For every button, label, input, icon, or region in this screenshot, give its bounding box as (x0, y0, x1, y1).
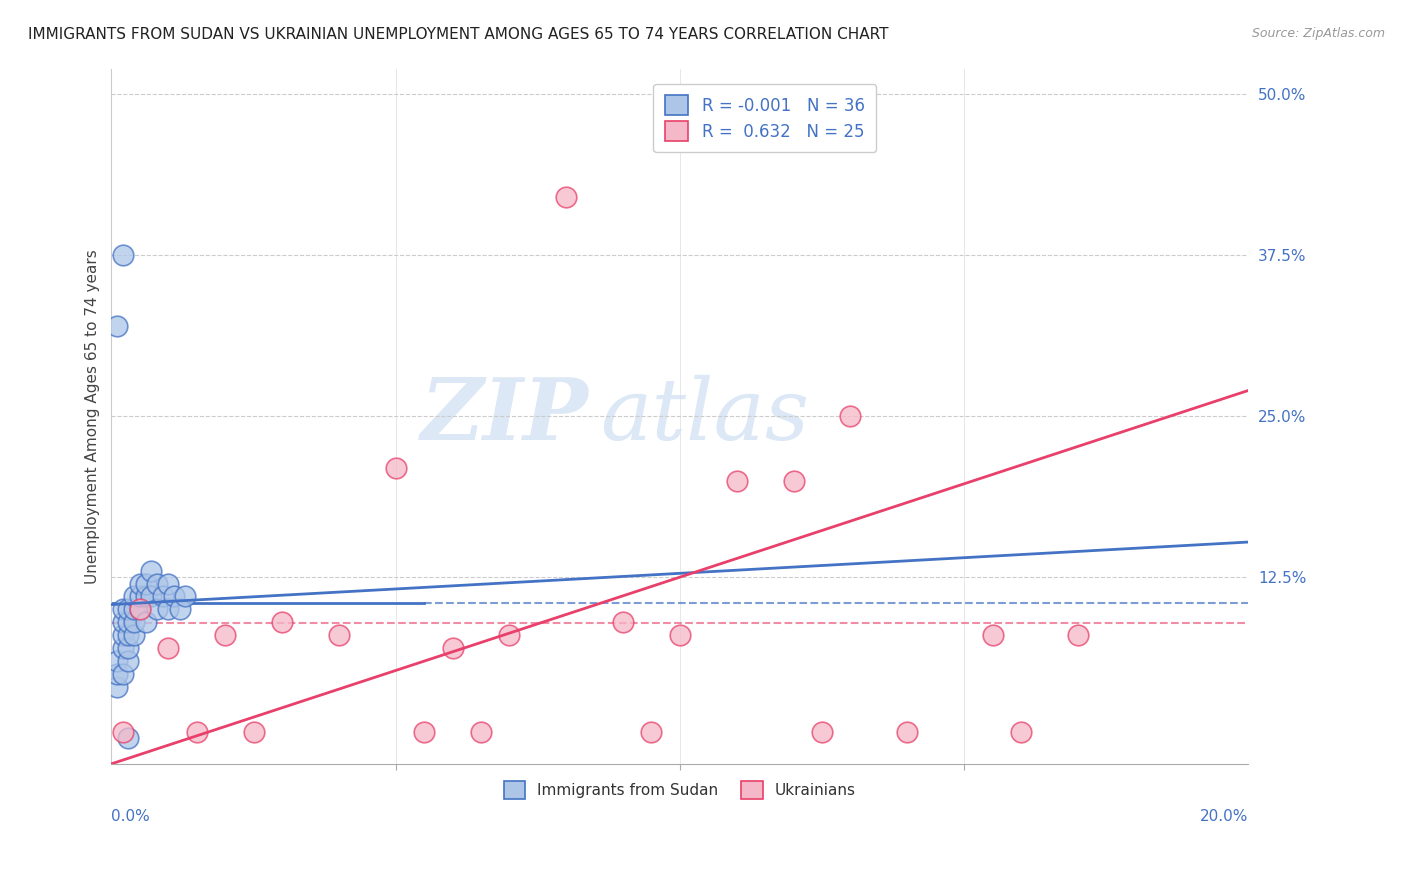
Point (839, 409, 862, 424)
Point (111, 602, 134, 616)
Point (111, 248, 134, 262)
Point (141, 590, 163, 604)
Point (384, 460, 406, 475)
Point (896, 724, 918, 739)
Point (782, 474, 804, 488)
Point (111, 666, 134, 681)
Point (135, 615, 157, 630)
Point (117, 602, 139, 616)
Point (128, 602, 150, 616)
Point (981, 628, 1004, 642)
Point (555, 190, 578, 204)
Point (186, 724, 208, 739)
Point (441, 640, 464, 655)
Point (811, 724, 834, 739)
Point (117, 615, 139, 630)
Text: 0.0%: 0.0% (111, 809, 150, 824)
Point (413, 724, 436, 739)
Point (128, 576, 150, 591)
Point (242, 724, 264, 739)
Point (1067, 628, 1090, 642)
Point (105, 666, 128, 681)
Point (152, 590, 174, 604)
Point (1010, 724, 1032, 739)
Point (157, 640, 180, 655)
Point (669, 628, 692, 642)
Point (111, 724, 134, 739)
Point (470, 724, 492, 739)
Point (612, 615, 634, 630)
Point (498, 628, 520, 642)
Point (117, 654, 139, 668)
Point (169, 602, 191, 616)
Point (111, 640, 134, 655)
Point (146, 576, 169, 591)
Text: IMMIGRANTS FROM SUDAN VS UKRAINIAN UNEMPLOYMENT AMONG AGES 65 TO 74 YEARS CORREL: IMMIGRANTS FROM SUDAN VS UKRAINIAN UNEMP… (28, 27, 889, 42)
Point (141, 564, 163, 578)
Point (128, 602, 150, 616)
Legend: Immigrants from Sudan, Ukrainians: Immigrants from Sudan, Ukrainians (498, 775, 862, 805)
Point (111, 615, 134, 630)
Point (135, 576, 157, 591)
Text: ZIP: ZIP (420, 375, 589, 458)
Point (122, 615, 145, 630)
Point (640, 724, 662, 739)
Point (105, 319, 128, 334)
Point (214, 628, 236, 642)
Point (128, 590, 150, 604)
Point (328, 628, 350, 642)
Text: atlas: atlas (600, 375, 810, 458)
Point (111, 628, 134, 642)
Point (135, 590, 157, 604)
Text: Source: ZipAtlas.com: Source: ZipAtlas.com (1251, 27, 1385, 40)
Point (117, 640, 139, 655)
Point (122, 590, 145, 604)
Point (174, 590, 197, 604)
Point (117, 628, 139, 642)
Point (122, 628, 145, 642)
Point (725, 474, 748, 488)
Point (117, 731, 139, 745)
Point (105, 680, 128, 694)
Point (122, 602, 145, 616)
Point (271, 615, 294, 630)
Point (157, 602, 180, 616)
Text: 20.0%: 20.0% (1201, 809, 1249, 824)
Y-axis label: Unemployment Among Ages 65 to 74 years: Unemployment Among Ages 65 to 74 years (86, 249, 100, 583)
Point (163, 590, 186, 604)
Point (105, 654, 128, 668)
Point (157, 576, 180, 591)
Point (146, 602, 169, 616)
